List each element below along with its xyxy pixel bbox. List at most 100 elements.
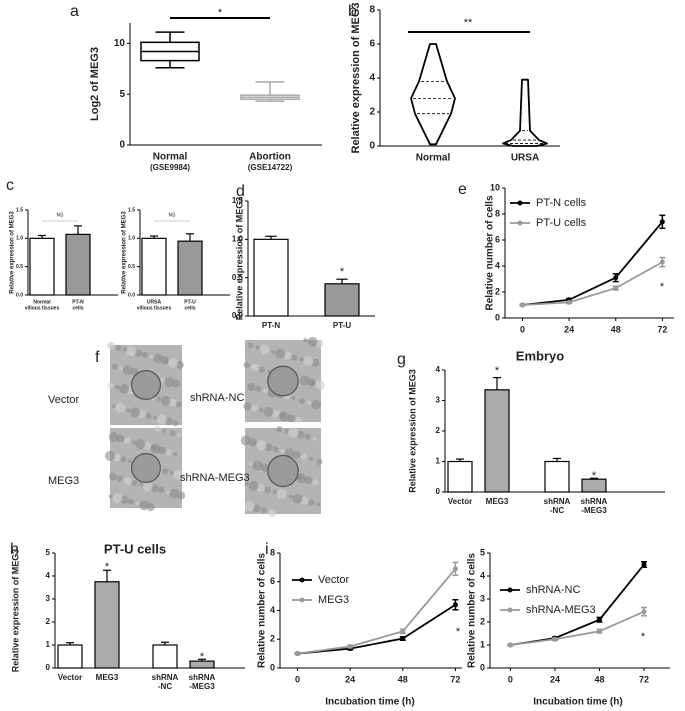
x-tick-label: PT-N: [262, 321, 280, 330]
annotation: *: [218, 7, 223, 19]
x-tick-label: 72: [450, 674, 460, 684]
panel-letter: d: [236, 183, 245, 200]
y-tick-label: 1.5: [232, 196, 244, 205]
bar: [152, 644, 178, 669]
series-line: [522, 261, 663, 306]
cell-texture: [156, 396, 161, 401]
cell-texture: [307, 336, 318, 347]
y-tick-label: 0.5: [128, 264, 135, 270]
x-axis-label: Incubation time (h): [533, 697, 622, 708]
x-tick-label: MEG3: [486, 497, 509, 506]
point: [552, 636, 558, 642]
y-tick-label: 1.5: [128, 207, 135, 213]
x-tick-label: cells: [72, 305, 83, 311]
legend-label: PT-N cells: [536, 197, 587, 209]
y-tick-label: 10: [490, 182, 500, 192]
cell-texture: [160, 378, 165, 383]
x-tick-label: MEG3: [96, 673, 119, 682]
cell-texture: [176, 401, 183, 408]
point: [519, 302, 525, 308]
panel-letter: h: [10, 541, 19, 558]
point: [659, 219, 665, 225]
legend-label: MEG3: [318, 594, 349, 606]
point: [596, 628, 602, 634]
x-tick-label: Normal: [416, 153, 451, 164]
cell-texture: [150, 443, 161, 454]
y-tick-label: 6: [270, 576, 275, 586]
cell-texture: [247, 382, 256, 391]
cell-texture: [169, 488, 180, 499]
cell-texture: [123, 477, 132, 486]
x-tick-label: PT-U: [184, 299, 196, 305]
x-tick-label: shRNA: [544, 497, 571, 506]
legend-marker: [507, 607, 513, 613]
cell-texture: [316, 502, 321, 507]
bar: [57, 644, 83, 669]
cell-texture: [244, 482, 249, 487]
cell-texture: [303, 356, 314, 367]
cell-texture: [177, 433, 182, 438]
cell-texture: [131, 479, 138, 486]
y-tick-label: 1.0: [16, 236, 23, 242]
cell-texture: [145, 413, 152, 420]
cell-texture: [308, 456, 313, 461]
cell-texture: [154, 425, 161, 432]
cell-texture: [116, 475, 123, 482]
series-line: [297, 568, 457, 655]
cell-texture: [307, 400, 312, 405]
cell-texture: [112, 493, 123, 504]
point: [400, 628, 406, 634]
cell-texture: [243, 402, 252, 411]
cell-texture: [304, 433, 311, 440]
x-tick-label: 72: [657, 324, 667, 334]
cell-texture: [122, 347, 127, 352]
x-tick-label: Vector: [448, 497, 472, 506]
y-tick-label: 0.0: [232, 311, 244, 320]
embryo: [267, 365, 299, 397]
cell-texture: [303, 338, 308, 342]
x-tick-label: 48: [398, 674, 408, 684]
point: [641, 609, 647, 615]
cell-texture: [120, 456, 127, 463]
x-tick-label: 24: [550, 674, 560, 684]
cell-texture: [259, 366, 266, 373]
cell-texture: [165, 489, 170, 494]
panel-letter: a: [70, 3, 79, 20]
x-tick-label: PT-U: [333, 321, 351, 330]
y-axis-label: Relative expression of MEG3: [122, 211, 128, 294]
legend-label: shRNA-NC: [526, 584, 580, 596]
y-tick-label: 4: [46, 571, 51, 580]
y-tick-label: 5: [119, 89, 125, 100]
point: [641, 562, 647, 567]
cell-texture: [275, 348, 286, 359]
y-tick-label: 1.5: [16, 207, 23, 213]
cell-texture: [256, 483, 265, 492]
cell-texture: [251, 405, 258, 412]
cell-texture: [172, 420, 179, 427]
cell-texture: [259, 344, 270, 355]
y-tick-label: 0: [495, 312, 500, 322]
cell-texture: [105, 450, 115, 461]
cell-texture: [162, 428, 167, 433]
cell-texture: [153, 353, 164, 364]
point: [566, 299, 572, 305]
cell-texture: [135, 501, 140, 506]
cell-texture: [158, 487, 165, 494]
cell-texture: [251, 363, 260, 372]
y-tick-label: 2: [270, 634, 275, 644]
panel-letter: g: [397, 351, 406, 368]
y-tick-label: 3: [46, 594, 51, 603]
y-tick-label: 4: [436, 365, 441, 374]
x-tick-label: Normal: [33, 299, 51, 305]
cell-texture: [291, 396, 296, 401]
x-tick-label: 0: [508, 674, 513, 684]
cell-texture: [296, 430, 305, 439]
x-tick-label: URSA: [511, 153, 539, 164]
y-tick-label: 1.0: [232, 234, 244, 243]
y-tick-label: 4: [369, 73, 375, 84]
y-tick-label: 1.0: [128, 236, 135, 242]
cell-texture: [243, 361, 250, 368]
embryo: [131, 453, 162, 484]
cell-texture: [168, 357, 179, 368]
